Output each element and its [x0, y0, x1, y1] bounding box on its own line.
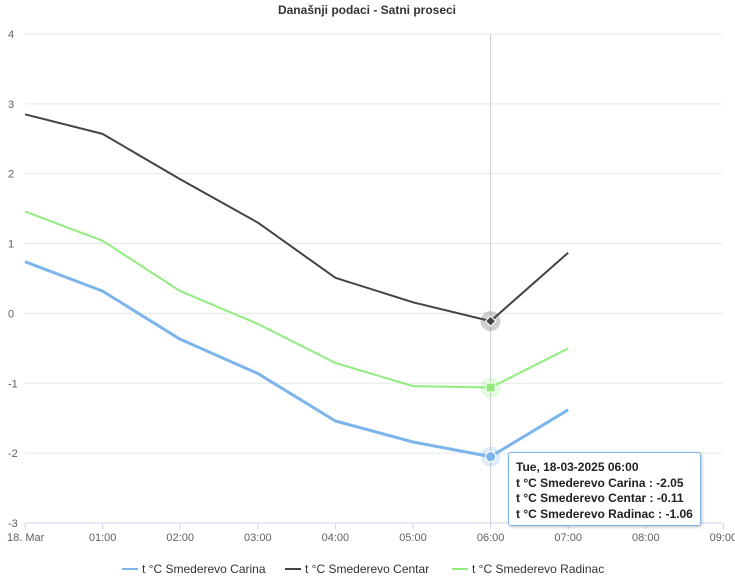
series-1[interactable]	[24, 113, 569, 332]
x-tick-label: 03:00	[244, 532, 272, 544]
y-tick-label: 0	[8, 308, 14, 320]
x-tick-label: 08:00	[632, 532, 660, 544]
legend-item-1[interactable]: t °C Smederevo Centar	[285, 562, 429, 576]
series-line[interactable]	[24, 260, 569, 459]
data-point[interactable]	[485, 451, 497, 463]
legend-item-2[interactable]: t °C Smederevo Radinac	[452, 562, 604, 576]
legend-item-0[interactable]: t °C Smederevo Carina	[122, 562, 266, 576]
x-tick-label: 07:00	[554, 532, 582, 544]
x-tick-label: 06:00	[477, 532, 505, 544]
x-tick-label: 04:00	[322, 532, 350, 544]
data-point[interactable]	[484, 315, 497, 327]
x-tick-label: 18. Mar	[7, 532, 45, 544]
x-tick-label: 05:00	[399, 532, 427, 544]
legend-label: t °C Smederevo Centar	[305, 562, 429, 576]
series-2[interactable]	[24, 210, 569, 398]
x-tick-label: 01:00	[89, 532, 117, 544]
x-tick-label: 09:00	[710, 532, 735, 544]
y-tick-label: 2	[8, 169, 14, 181]
series-0[interactable]	[24, 260, 569, 467]
tooltip-line-radinac: t °C Smederevo Radinac : -1.06	[516, 506, 693, 521]
y-tick-label: -3	[8, 518, 18, 530]
data-point[interactable]	[485, 382, 496, 393]
series-line[interactable]	[24, 210, 569, 389]
tooltip-line-carina: t °C Smederevo Carina : -2.05	[516, 475, 684, 490]
chart-title: Današnji podaci - Satni proseci	[278, 3, 456, 17]
grid	[25, 33, 722, 524]
series-line[interactable]	[24, 113, 569, 323]
y-tick-label: 3	[8, 99, 14, 111]
legend[interactable]: t °C Smederevo Carina t °C Smederevo Cent…	[122, 562, 604, 576]
y-tick-label: -1	[8, 378, 18, 390]
x-tick-label: 02:00	[166, 532, 194, 544]
tooltip-header: Tue, 18-03-2025 06:00	[516, 460, 639, 474]
legend-label: t °C Smederevo Carina	[142, 562, 266, 576]
x-axis-ticks: 18. Mar 01:00 02:00 03:00 04:00 05:00 06:00 07:…	[7, 523, 735, 544]
y-axis-ticks: -3 -2 -1 0 1 2 3 4	[8, 29, 18, 530]
tooltip-line-centar: t °C Smederevo Centar : -0.11	[516, 491, 684, 505]
series-layer	[24, 113, 569, 467]
y-tick-label: 1	[8, 239, 14, 251]
y-tick-label: -2	[8, 448, 18, 460]
y-tick-label: 4	[8, 29, 14, 41]
legend-label: t °C Smederevo Radinac	[472, 562, 604, 576]
tooltip: Tue, 18-03-2025 06:00 t °C Smederevo Car…	[508, 452, 701, 526]
